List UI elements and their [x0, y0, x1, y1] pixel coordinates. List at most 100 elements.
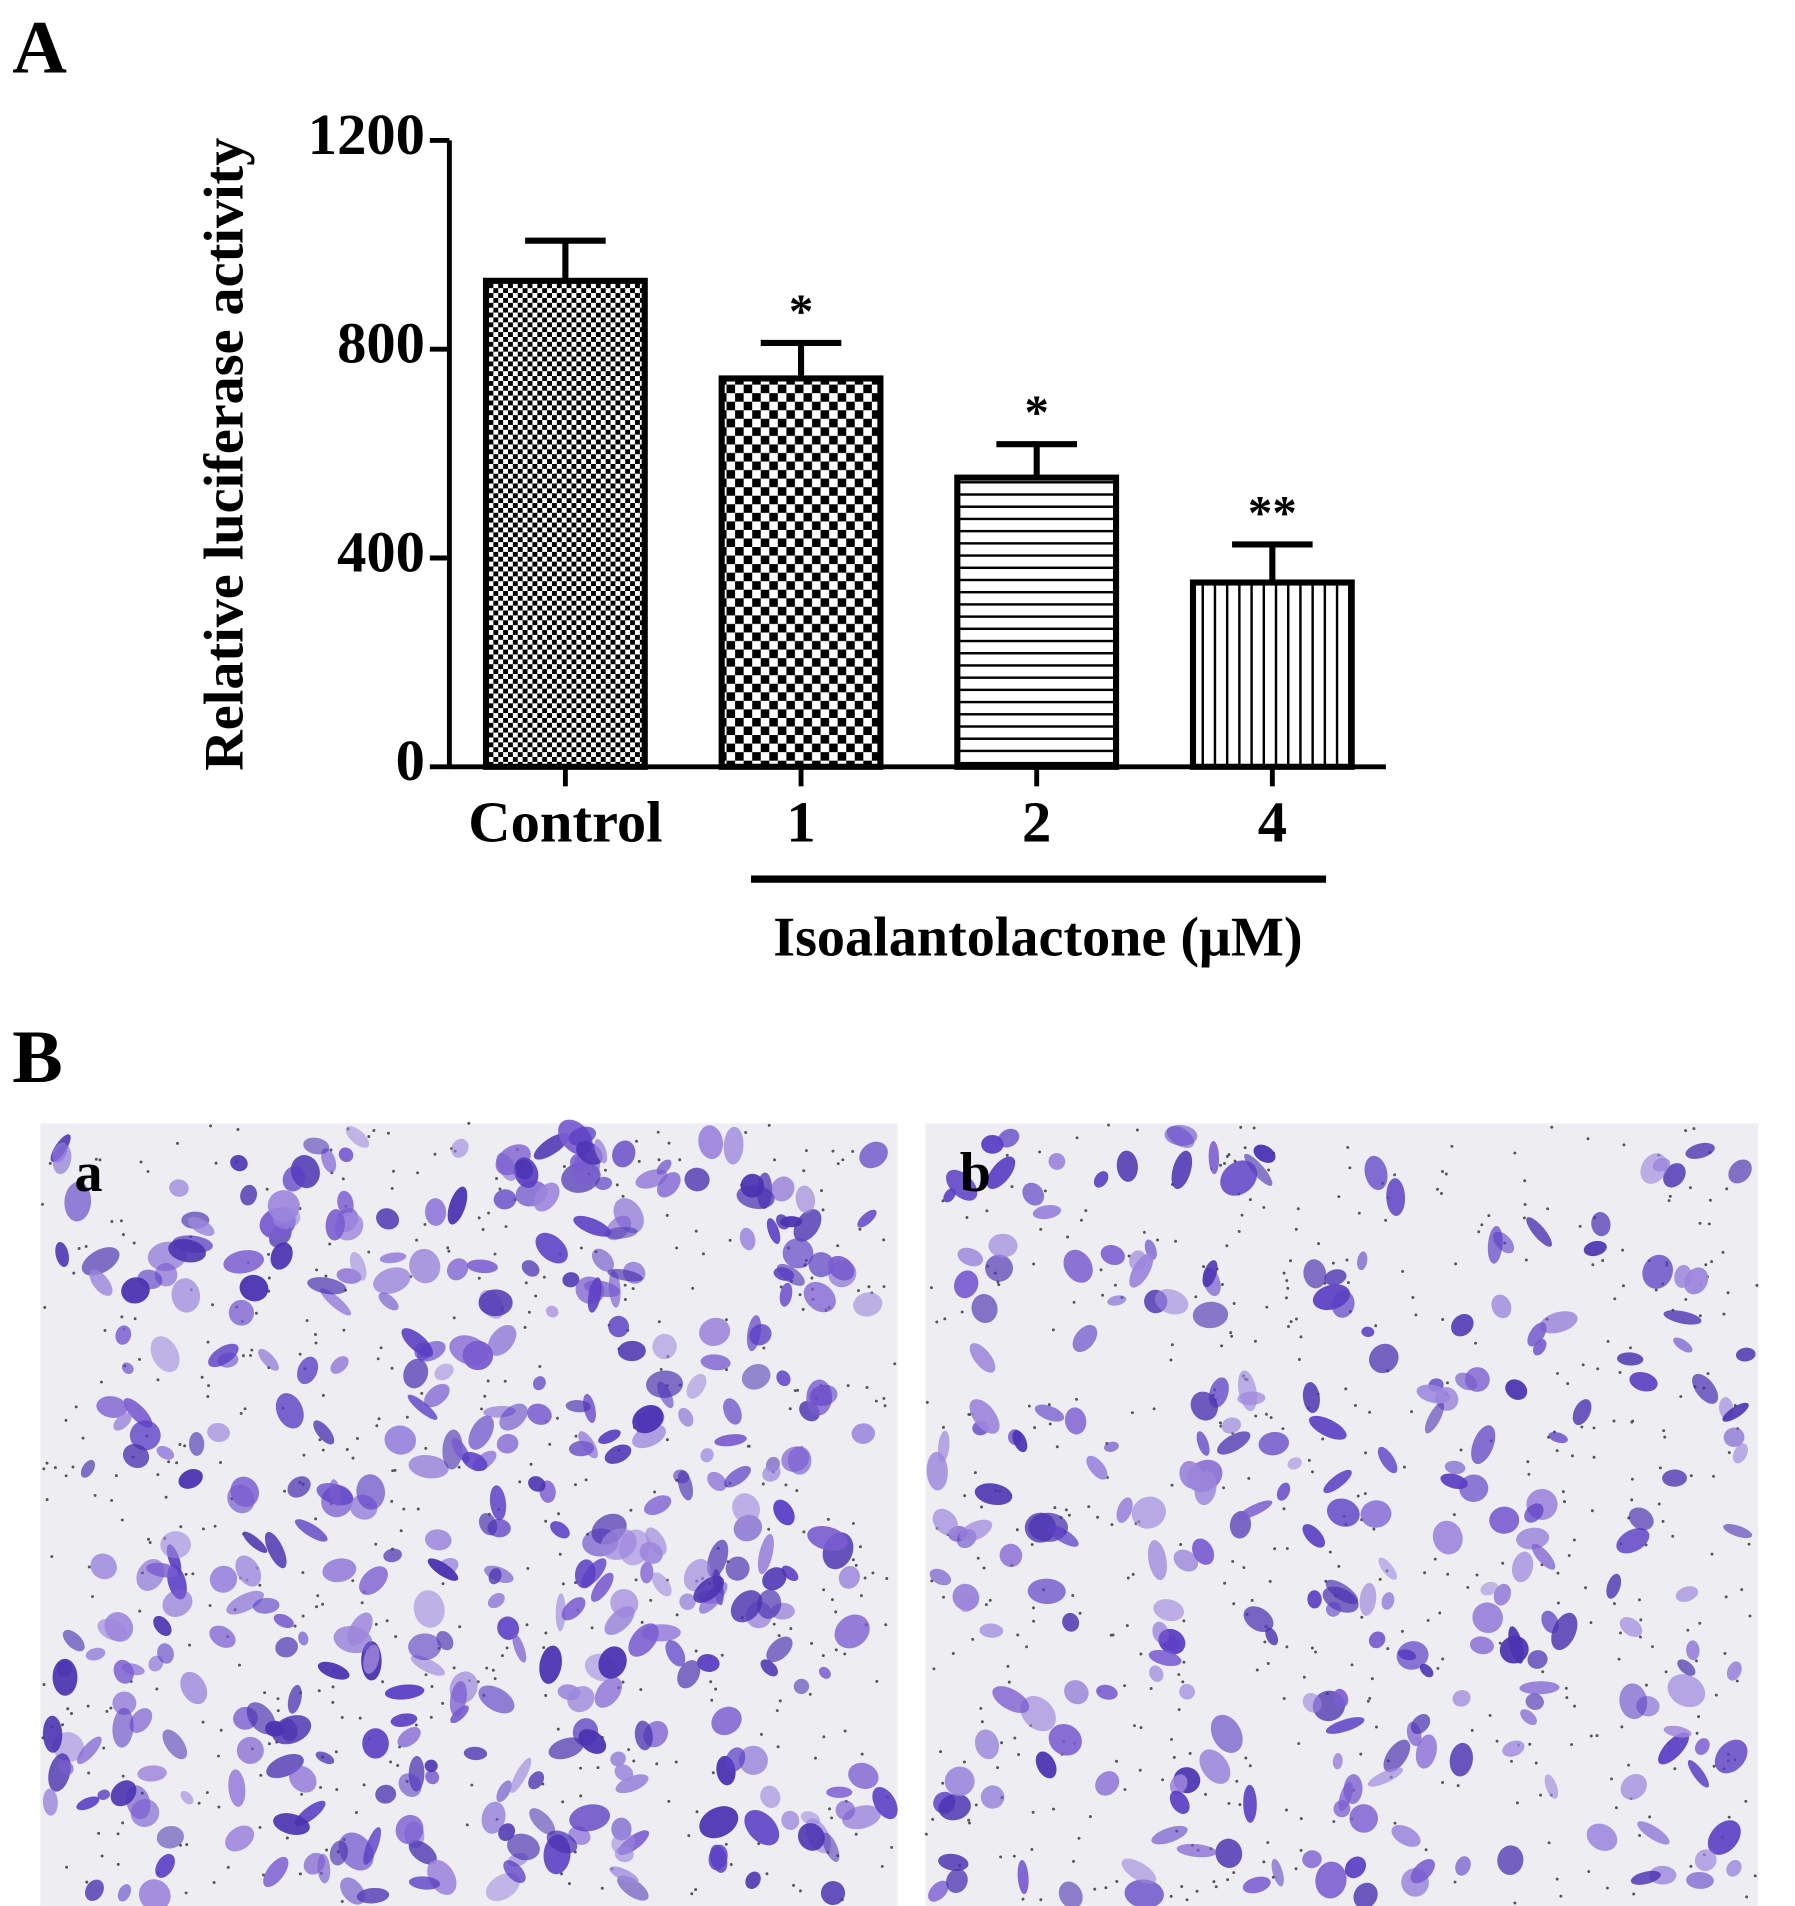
speck: [498, 1187, 502, 1191]
cell: [384, 1425, 417, 1455]
speck: [1169, 1358, 1173, 1362]
speck: [164, 1495, 168, 1499]
cell: [1637, 1821, 1670, 1845]
speck: [345, 1447, 349, 1451]
speck: [446, 1246, 450, 1250]
speck: [477, 1216, 481, 1220]
cell: [1502, 1740, 1525, 1757]
cell: [1349, 1804, 1378, 1833]
speck: [1378, 1577, 1382, 1581]
cell: [697, 1654, 720, 1672]
cell: [550, 1521, 570, 1539]
speck: [1539, 1793, 1543, 1797]
cell: [295, 1519, 328, 1542]
cell: [1694, 1849, 1717, 1872]
cell: [1302, 1692, 1322, 1713]
speck: [213, 1524, 217, 1528]
cell: [1315, 1861, 1347, 1899]
speck: [1250, 1598, 1254, 1602]
speck: [392, 1169, 395, 1173]
speck: [729, 1863, 733, 1866]
speck: [105, 1709, 109, 1713]
micrograph-label: a: [75, 1142, 103, 1204]
cell: [52, 1143, 72, 1175]
speck: [100, 1854, 104, 1858]
cell: [315, 1751, 335, 1765]
speck: [66, 1707, 70, 1711]
speck: [1740, 1588, 1744, 1592]
speck: [691, 1286, 695, 1290]
cell: [499, 1403, 528, 1431]
y-tick-label: 0: [396, 728, 425, 793]
speck: [84, 1244, 88, 1248]
speck: [1223, 1581, 1227, 1585]
cell: [535, 1232, 568, 1264]
speck: [1401, 1269, 1405, 1273]
cell: [1353, 1882, 1378, 1906]
speck: [1661, 1519, 1665, 1523]
cell: [635, 1169, 668, 1189]
speck: [932, 1667, 936, 1671]
speck: [1013, 1736, 1017, 1740]
speck: [767, 1123, 771, 1127]
speck: [1721, 1250, 1725, 1254]
speck: [1513, 1901, 1517, 1905]
speck: [335, 1788, 339, 1792]
speck: [659, 1367, 663, 1371]
speck: [1591, 1263, 1595, 1267]
speck: [875, 1679, 879, 1683]
cell: [1151, 1825, 1188, 1845]
significance-label: **: [1248, 485, 1297, 540]
speck: [834, 1648, 838, 1652]
speck: [258, 1583, 262, 1587]
speck: [801, 1307, 805, 1311]
speck: [527, 1310, 531, 1314]
cell: [317, 1661, 350, 1680]
speck: [779, 1285, 783, 1289]
cell: [461, 1451, 488, 1472]
speck: [1255, 1668, 1259, 1672]
cell: [1359, 1582, 1377, 1616]
speck: [243, 1407, 247, 1411]
cell: [449, 1681, 467, 1717]
speck: [493, 1252, 497, 1256]
speck: [1072, 1859, 1075, 1863]
speck: [1436, 1666, 1440, 1670]
speck: [1601, 1258, 1605, 1262]
cell: [113, 1659, 134, 1684]
speck: [1366, 1699, 1370, 1703]
speck: [675, 1246, 679, 1250]
speck: [890, 1845, 894, 1849]
speck: [452, 1666, 456, 1670]
speck: [893, 1362, 897, 1366]
speck: [377, 1417, 381, 1421]
cell: [282, 1165, 306, 1192]
speck: [1573, 1704, 1576, 1708]
speck: [639, 1688, 643, 1692]
cell: [539, 1645, 562, 1684]
speck: [518, 1480, 522, 1484]
speck: [1017, 1753, 1021, 1756]
speck: [1214, 1885, 1218, 1889]
speck: [1331, 1261, 1335, 1265]
cell: [545, 1305, 559, 1318]
speck: [1088, 1815, 1092, 1819]
speck: [250, 1348, 254, 1352]
speck: [884, 1623, 888, 1627]
y-tick-label: 800: [337, 311, 425, 376]
cell: [112, 1691, 137, 1715]
cell: [1551, 1612, 1578, 1651]
speck: [765, 1872, 769, 1876]
speck: [1248, 1764, 1252, 1768]
cell: [1662, 1469, 1688, 1487]
cell: [561, 1597, 586, 1621]
cell: [235, 1555, 262, 1587]
speck: [1204, 1792, 1208, 1796]
speck: [493, 1677, 497, 1681]
cell: [478, 1289, 513, 1317]
cell: [548, 1737, 584, 1760]
speck: [982, 1566, 986, 1570]
speck: [390, 1366, 394, 1370]
speck: [971, 1637, 975, 1641]
speck: [254, 1311, 258, 1315]
